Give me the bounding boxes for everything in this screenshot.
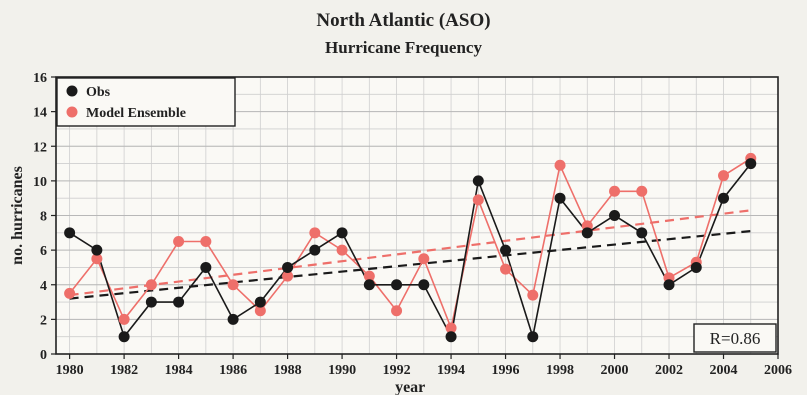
data-point-model-ensemble — [336, 244, 348, 256]
data-point-obs — [663, 279, 675, 291]
legend-label: Model Ensemble — [86, 106, 186, 121]
x-tick-label: 1980 — [56, 363, 84, 378]
data-point-model-ensemble — [363, 270, 375, 282]
data-point-model-ensemble — [118, 313, 130, 325]
data-point-model-ensemble — [200, 235, 212, 247]
x-tick-label: 1984 — [165, 363, 193, 378]
data-point-obs — [282, 261, 294, 273]
y-tick-label: 12 — [33, 140, 47, 155]
x-tick-label: 1988 — [274, 363, 302, 378]
trend-line-obs — [69, 229, 751, 300]
data-point-obs — [445, 331, 457, 343]
y-tick-label: 16 — [33, 71, 47, 86]
data-point-obs — [745, 158, 757, 170]
data-point-model-ensemble — [554, 159, 566, 171]
data-point-obs — [254, 296, 266, 308]
data-point-obs — [500, 244, 512, 256]
y-axis-label: no. hurricanes — [9, 166, 26, 265]
data-point-model-ensemble — [91, 253, 103, 265]
data-point-model-ensemble — [472, 194, 484, 206]
data-point-model-ensemble — [391, 305, 403, 317]
y-tick-label: 2 — [40, 313, 47, 328]
data-point-obs — [227, 313, 239, 325]
legend-marker — [66, 85, 78, 97]
data-point-model-ensemble — [145, 279, 157, 291]
y-tick-label: 14 — [33, 106, 47, 121]
x-tick-label: 1982 — [110, 363, 138, 378]
x-axis-label: year — [395, 379, 425, 395]
data-point-obs — [363, 279, 375, 291]
data-point-obs — [336, 227, 348, 239]
data-point-model-ensemble — [527, 289, 539, 301]
data-point-obs — [118, 331, 130, 343]
data-point-model-ensemble — [500, 263, 512, 275]
data-point-obs — [309, 244, 321, 256]
data-point-model-ensemble — [309, 227, 321, 239]
trend-line-model-ensemble — [69, 209, 751, 297]
x-tick-label: 1996 — [492, 363, 520, 378]
data-point-obs — [690, 261, 702, 273]
data-point-model-ensemble — [254, 305, 266, 317]
data-point-model-ensemble — [64, 287, 76, 299]
data-point-obs — [581, 227, 593, 239]
data-point-obs — [91, 244, 103, 256]
x-tick-label: 2006 — [764, 363, 792, 378]
data-point-model-ensemble — [609, 185, 621, 197]
data-point-obs — [554, 192, 566, 204]
data-point-model-ensemble — [718, 170, 730, 182]
y-tick-label: 8 — [40, 210, 47, 225]
x-tick-label: 1992 — [383, 363, 411, 378]
data-point-obs — [718, 192, 730, 204]
data-point-model-ensemble — [445, 322, 457, 334]
data-point-obs — [527, 331, 539, 343]
data-point-obs — [418, 279, 430, 291]
data-point-model-ensemble — [173, 235, 185, 247]
data-point-obs — [173, 296, 185, 308]
y-tick-label: 0 — [40, 348, 47, 363]
x-tick-label: 1990 — [328, 363, 356, 378]
data-point-model-ensemble — [418, 253, 430, 265]
legend-box — [56, 77, 236, 127]
data-point-obs — [391, 279, 403, 291]
x-tick-label: 1998 — [546, 363, 574, 378]
y-tick-label: 4 — [40, 279, 47, 294]
x-tick-label: 1986 — [219, 363, 247, 378]
x-tick-label: 2000 — [601, 363, 629, 378]
data-point-obs — [200, 261, 212, 273]
data-point-model-ensemble — [282, 270, 294, 282]
annotation-box — [693, 323, 777, 353]
x-tick-label: 2002 — [655, 363, 683, 378]
legend-marker — [66, 106, 78, 118]
data-point-obs — [64, 227, 76, 239]
data-point-obs — [636, 227, 648, 239]
y-tick-label: 6 — [40, 244, 47, 259]
x-tick-label: 2004 — [710, 363, 738, 378]
data-point-obs — [145, 296, 157, 308]
chart-subtitle: Hurricane Frequency — [325, 38, 482, 57]
data-point-model-ensemble — [636, 185, 648, 197]
y-tick-label: 10 — [33, 175, 47, 190]
data-point-obs — [472, 175, 484, 187]
data-point-model-ensemble — [227, 279, 239, 291]
chart-title: North Atlantic (ASO) — [316, 10, 491, 31]
x-tick-label: 1994 — [437, 363, 465, 378]
legend-label: Obs — [86, 85, 111, 100]
annotation-text: R=0.86 — [710, 329, 761, 348]
data-point-obs — [609, 210, 621, 221]
